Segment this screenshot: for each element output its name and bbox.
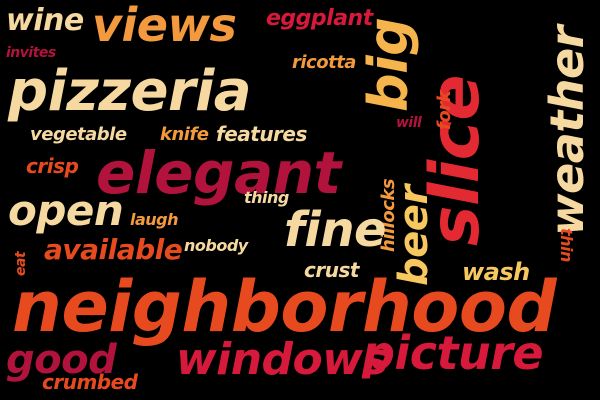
word-eggplant: eggplant xyxy=(266,6,373,31)
word-laugh: laugh xyxy=(130,210,179,229)
word-will: will xyxy=(396,115,422,131)
word-wine: wine xyxy=(6,3,84,38)
word-fork: fork xyxy=(434,90,455,130)
word-vegetable: vegetable xyxy=(30,124,127,145)
word-wash: wash xyxy=(462,258,530,286)
word-elegant: elegant xyxy=(96,139,341,207)
word-nobody: nobody xyxy=(184,236,248,255)
word-pizzeria: pizzeria xyxy=(8,59,252,124)
word-ricotta: ricotta xyxy=(292,52,356,73)
word-open: open xyxy=(8,186,124,235)
word-views: views xyxy=(92,0,237,52)
word-fine: fine xyxy=(284,202,387,258)
word-thing: thing xyxy=(244,188,289,207)
word-crust: crust xyxy=(304,258,359,282)
word-invites: invites xyxy=(6,45,56,61)
word-good: good xyxy=(6,337,117,383)
word-knife: knife xyxy=(160,124,209,145)
word-available: available xyxy=(44,233,183,266)
word-neighborhood: neighborhood xyxy=(12,266,557,348)
word-big: big xyxy=(357,17,420,112)
word-crisp: crisp xyxy=(26,154,79,178)
word-thin: thin xyxy=(557,228,576,262)
word-picture: picture xyxy=(362,326,544,380)
word-weather: weather xyxy=(540,26,594,236)
word-crumbed: crumbed xyxy=(42,370,138,394)
word-windows: windows xyxy=(176,334,389,385)
word-features: features xyxy=(216,122,307,146)
